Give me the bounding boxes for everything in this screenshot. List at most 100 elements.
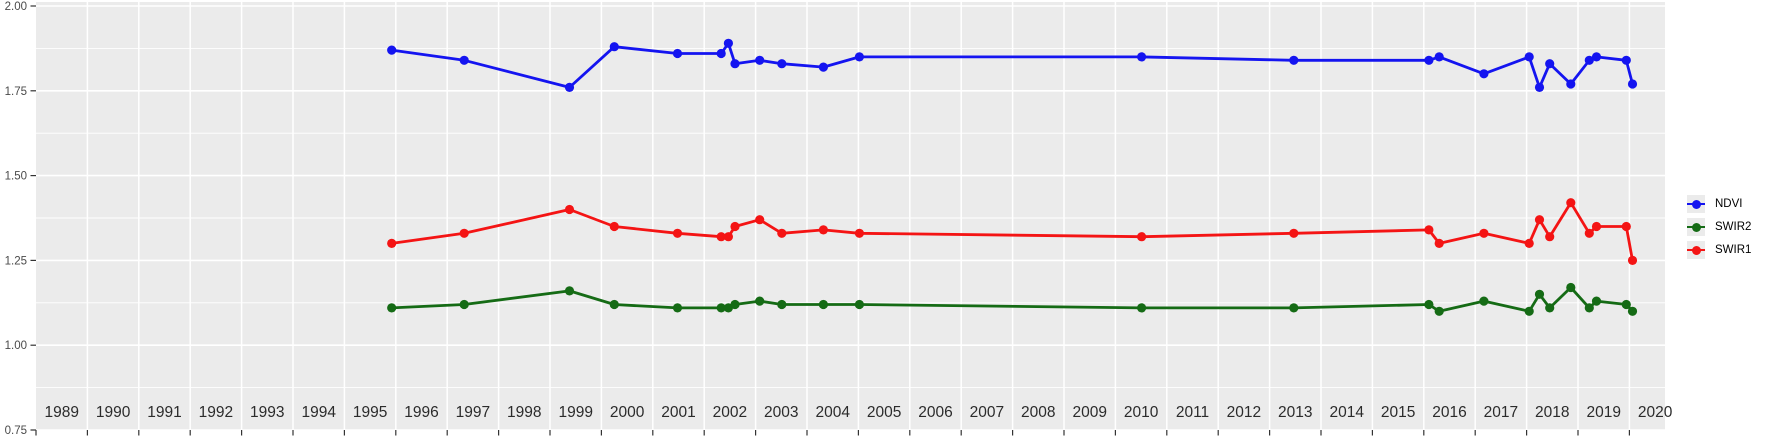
x-tick-label: 2002 (713, 404, 747, 421)
x-tick-label: 2008 (1021, 404, 1055, 421)
ndvi-point (1545, 59, 1555, 69)
ndvi-point (818, 62, 829, 72)
swir2-point (1137, 303, 1147, 313)
x-tick-label: 2020 (1638, 404, 1673, 421)
legend-key-dot (1691, 222, 1701, 232)
x-tick-label: 1994 (301, 404, 336, 421)
y-tick-label: 1.00 (5, 340, 27, 352)
legend-label: SWIR1 (1715, 244, 1752, 256)
swir1-point (459, 228, 469, 238)
swir2-point (1289, 303, 1299, 313)
swir1-point (1289, 228, 1299, 238)
legend-item-ndvi: NDVI (1687, 195, 1751, 213)
swir1-point (777, 228, 787, 238)
ndvi-point (1566, 79, 1576, 89)
legend-label: NDVI (1715, 198, 1743, 210)
swir1-point (1534, 215, 1545, 225)
swir2-point (1524, 306, 1534, 316)
x-tick-label: 2012 (1227, 404, 1261, 421)
x-tick-label: 1997 (456, 404, 490, 421)
ndvi-point (1137, 52, 1147, 62)
x-tick-label: 2011 (1176, 404, 1209, 421)
swir1-point (1545, 232, 1555, 242)
swir1-point (1584, 228, 1594, 238)
x-tick-label: 1990 (96, 404, 131, 421)
legend-key-dot (1691, 199, 1701, 209)
swir1-point (1566, 198, 1576, 208)
x-tick-label: 2009 (1072, 404, 1106, 421)
ndvi-point (387, 45, 397, 55)
y-tick-label: 1.50 (5, 171, 27, 183)
legend-item-swir2: SWIR2 (1687, 218, 1751, 236)
swir1-point (1591, 221, 1602, 232)
x-tick-label: 1999 (558, 404, 592, 421)
ndvi-point (730, 59, 740, 69)
swir1-point (730, 221, 740, 232)
x-tick-label: 2017 (1484, 404, 1518, 421)
swir2-point (777, 299, 787, 310)
ndvi-point (1434, 52, 1444, 62)
swir1-point (1524, 238, 1534, 248)
swir2-point (1534, 289, 1545, 299)
ndvi-point (609, 42, 619, 52)
ndvi-point (1524, 52, 1534, 62)
x-tick-label: 2003 (764, 404, 798, 421)
swir2-point (564, 286, 575, 296)
legend-label: SWIR2 (1715, 221, 1752, 233)
ndvi-point-line-key-icon (1687, 195, 1705, 213)
x-tick-label: 2019 (1586, 404, 1620, 421)
y-tick-label: 2.00 (5, 1, 27, 13)
ndvi-point (1424, 55, 1434, 65)
x-tick-label: 2018 (1535, 404, 1569, 421)
swir1-point (1434, 238, 1444, 248)
ndvi-point (1289, 55, 1299, 65)
swir2-point (1424, 299, 1434, 310)
y-tick-label: 1.75 (5, 86, 27, 98)
ndvi-point (723, 38, 734, 48)
swir1-point (818, 225, 829, 235)
x-tick-label: 1998 (507, 404, 541, 421)
x-tick-label: 2005 (867, 404, 901, 421)
ndvi-point (1534, 82, 1545, 92)
swir1-point (755, 215, 765, 225)
swir2-point (755, 296, 765, 306)
x-tick-label: 2004 (815, 404, 850, 421)
swir1-point (609, 221, 619, 232)
swir2-point (730, 299, 740, 310)
x-tick-label: 2013 (1278, 404, 1312, 421)
y-tick-label: 0.75 (5, 425, 27, 437)
ndvi-point (1621, 55, 1631, 65)
swir2-point (716, 303, 726, 313)
x-tick-label: 2015 (1381, 404, 1415, 421)
x-tick-label: 1991 (147, 404, 181, 421)
swir2-point (1434, 306, 1444, 316)
swir1-point-line-key-icon (1687, 241, 1705, 259)
swir1-point (672, 228, 683, 238)
swir2-point (854, 299, 865, 310)
swir2-point (609, 299, 619, 310)
swir2-point (1591, 296, 1602, 306)
swir1-point (387, 238, 397, 248)
swir2-point (1621, 299, 1631, 310)
y-tick-label: 1.25 (5, 255, 27, 267)
swir2-point (387, 303, 397, 313)
swir1-point (723, 232, 734, 242)
ndvi-point (1479, 69, 1489, 79)
x-tick-label: 2007 (970, 404, 1004, 421)
swir2-point (818, 299, 829, 310)
swir1-point (1137, 232, 1147, 242)
swir1-point (1627, 255, 1638, 265)
swir2-point (1479, 296, 1489, 306)
swir2-point (1545, 303, 1555, 313)
x-tick-label: 1993 (250, 404, 284, 421)
ndvi-point (672, 48, 683, 59)
x-tick-label: 1995 (353, 404, 387, 421)
legend-item-swir1: SWIR1 (1687, 241, 1751, 259)
swir2-point (672, 303, 683, 313)
ndvi-point (777, 59, 787, 69)
x-tick-label: 2001 (661, 404, 695, 421)
ndvi-point (459, 55, 469, 65)
x-tick-label: 2000 (610, 404, 645, 421)
